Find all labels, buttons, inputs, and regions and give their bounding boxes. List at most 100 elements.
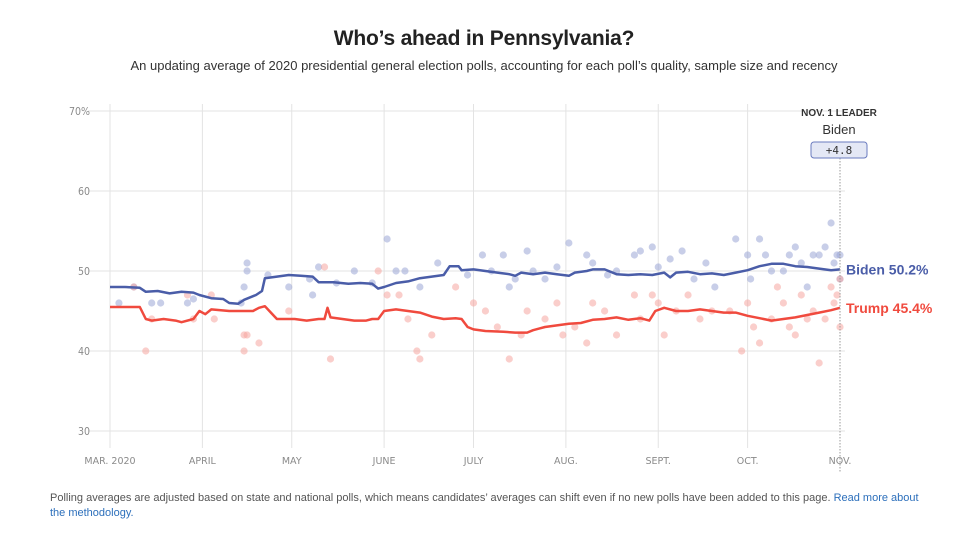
- biden-poll-dot: [553, 263, 561, 271]
- biden-poll-dot: [711, 283, 719, 291]
- trump-poll-dot: [630, 291, 639, 299]
- methodology-link[interactable]: Read more about the methodology.: [50, 492, 919, 519]
- x-tick-label: SEPT.: [646, 456, 671, 467]
- x-tick-label: NOV.: [829, 456, 852, 467]
- biden-poll-dot: [183, 299, 192, 307]
- biden-poll-dot: [583, 251, 591, 259]
- trump-poll-dot: [320, 263, 329, 271]
- chart-subtitle: An updating average of 2020 presidential…: [130, 58, 838, 73]
- trump-end-label: Trump 45.4%: [846, 300, 933, 316]
- trump-poll-dot: [738, 347, 746, 355]
- biden-poll-dot: [401, 267, 409, 275]
- trump-poll-dot: [773, 283, 782, 291]
- biden-poll-dot: [690, 275, 698, 283]
- trump-poll-dot: [374, 267, 382, 275]
- biden-poll-dot: [603, 271, 612, 279]
- trump-poll-dot: [452, 283, 460, 291]
- trump-poll-dot: [755, 339, 764, 347]
- biden-poll-dot: [702, 259, 710, 267]
- trump-poll-dot: [428, 331, 436, 339]
- biden-poll-dot: [157, 299, 165, 307]
- leader-name: Biden: [822, 122, 855, 137]
- trump-poll-dot: [684, 291, 692, 299]
- trump-poll-dot: [541, 315, 549, 323]
- biden-poll-dot: [243, 259, 251, 267]
- trump-poll-dot: [660, 331, 668, 339]
- trump-poll-dot: [413, 347, 421, 355]
- biden-poll-dot: [821, 243, 829, 251]
- trump-poll-dot: [326, 355, 335, 363]
- y-tick-label: 60: [78, 186, 90, 198]
- biden-poll-dot: [744, 251, 752, 259]
- trump-poll-dot: [696, 315, 704, 323]
- biden-poll-dot: [785, 251, 793, 259]
- y-tick-label: 70%: [69, 106, 90, 118]
- biden-poll-dot: [791, 243, 799, 251]
- biden-poll-dot: [803, 283, 811, 291]
- biden-poll-dot: [732, 235, 740, 243]
- leader-margin: +4.8: [826, 144, 853, 157]
- trump-poll-dot: [243, 331, 251, 339]
- average-lines: [110, 262, 841, 334]
- biden-end-label: Biden 50.2%: [846, 261, 929, 277]
- trump-poll-dot: [803, 315, 811, 323]
- trump-poll-dot: [395, 291, 403, 299]
- trump-poll-dot: [815, 359, 823, 367]
- biden-poll-dot: [392, 267, 400, 275]
- biden-poll-dot: [830, 259, 838, 267]
- trump-poll-dot: [779, 299, 787, 307]
- x-tick-label: MAY: [282, 456, 302, 467]
- biden-poll-dot: [285, 283, 293, 291]
- biden-poll-dot: [666, 255, 674, 263]
- trump-average-line: [110, 304, 841, 334]
- trump-poll-dot: [830, 299, 838, 307]
- x-tick-label: AUG.: [554, 456, 578, 467]
- trump-poll-dot: [833, 291, 841, 299]
- trump-poll-dot: [210, 315, 218, 323]
- trump-poll-dot: [505, 355, 513, 363]
- x-tick-label: MAR. 2020: [84, 456, 135, 467]
- biden-poll-dot: [499, 251, 507, 259]
- trump-poll-dot: [240, 347, 248, 355]
- x-tick-label: JULY: [463, 456, 484, 467]
- trump-poll-dot: [416, 355, 424, 363]
- trump-poll-dot: [797, 291, 805, 299]
- biden-poll-dot: [541, 275, 549, 283]
- leader-annotation: NOV. 1 LEADER Biden +4.8: [801, 108, 878, 159]
- biden-poll-dot: [416, 283, 424, 291]
- trump-poll-dot: [654, 299, 662, 307]
- biden-average-line: [110, 262, 841, 306]
- trump-poll-dot: [255, 339, 263, 347]
- leader-heading: NOV. 1 LEADER: [801, 108, 878, 119]
- x-axis-ticks: MAR. 2020 APRIL MAY JUNE JULY AUG. SEPT. OCT. NO…: [84, 456, 851, 467]
- biden-poll-dot: [755, 235, 764, 243]
- biden-poll-dot: [636, 247, 644, 255]
- trump-poll-dot: [553, 299, 561, 307]
- trump-poll-dot: [523, 307, 531, 315]
- trump-poll-dot: [785, 323, 793, 331]
- biden-poll-dot: [797, 259, 805, 267]
- y-tick-label: 50: [78, 266, 90, 278]
- x-tick-label: APRIL: [189, 456, 217, 467]
- trump-poll-dot: [827, 283, 835, 291]
- biden-poll-dot: [654, 263, 662, 271]
- biden-poll-dot: [648, 243, 656, 251]
- y-axis-ticks: 30 40 50 60 70%: [69, 106, 90, 438]
- trump-poll-dot: [493, 323, 501, 331]
- trump-poll-dot: [744, 299, 752, 307]
- trump-poll-dot: [285, 307, 293, 315]
- biden-poll-dot: [309, 291, 317, 299]
- end-labels: Biden 50.2% Trump 45.4%: [846, 261, 933, 315]
- biden-poll-dot: [747, 275, 755, 283]
- y-tick-label: 30: [78, 426, 90, 438]
- biden-poll-dot: [383, 235, 391, 243]
- biden-poll-dot: [148, 299, 156, 307]
- biden-poll-dot: [511, 275, 519, 283]
- trump-poll-dot: [821, 315, 829, 323]
- trump-poll-dot: [791, 331, 799, 339]
- biden-poll-dot: [243, 267, 251, 275]
- methodology-footnote: Polling averages are adjusted based on s…: [50, 491, 935, 521]
- biden-poll-dot: [478, 251, 487, 259]
- biden-poll-dot: [815, 251, 823, 259]
